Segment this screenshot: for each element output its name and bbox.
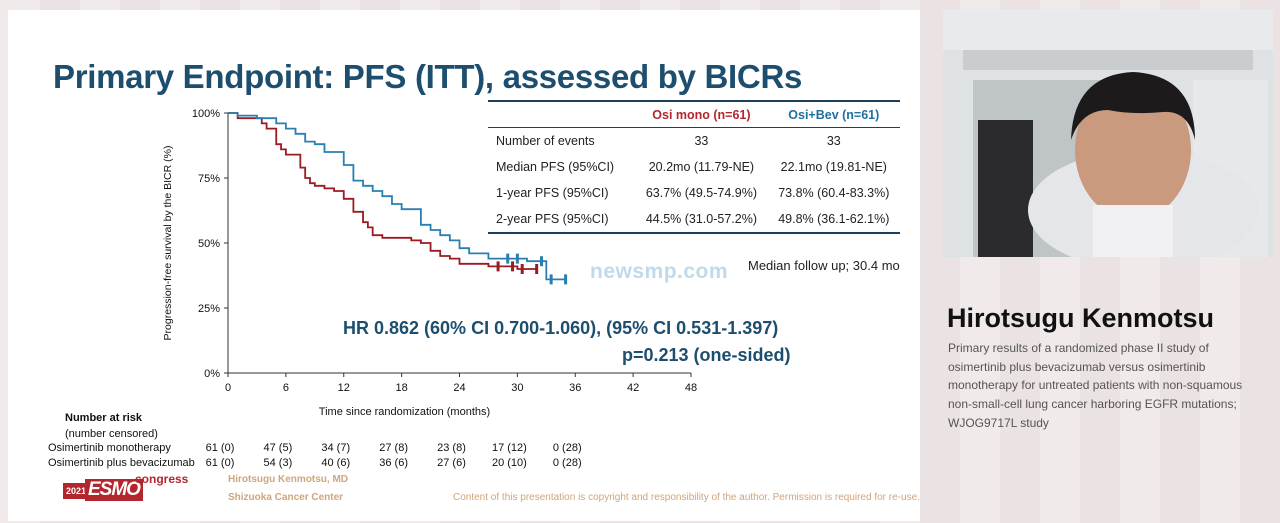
y-tick-label: 25% bbox=[198, 303, 220, 315]
y-tick-label: 75% bbox=[198, 173, 220, 185]
cell-osi-bev: 49.8% (36.1-62.1%) bbox=[767, 206, 900, 234]
risk-table-subtitle: (number censored) bbox=[65, 428, 158, 440]
risk-row-label: Osimertinib monotherapy bbox=[48, 442, 171, 454]
risk-cell: 36 (6) bbox=[379, 457, 408, 469]
risk-cell: 61 (0) bbox=[205, 442, 235, 454]
cell-osi-mono: 20.2mo (11.79-NE) bbox=[648, 159, 755, 174]
speaker-video bbox=[943, 10, 1273, 257]
table-header-empty bbox=[488, 101, 635, 128]
y-tick-label: 50% bbox=[198, 238, 220, 250]
y-tick-label: 0% bbox=[204, 368, 220, 380]
row-label: 1-year PFS (95%CI) bbox=[496, 185, 609, 200]
watermark-text: newsmp.com bbox=[590, 260, 729, 283]
hazard-ratio-text: HR 0.862 (60% CI 0.700-1.060), (95% CI 0… bbox=[343, 318, 779, 338]
risk-cell: 20 (10) bbox=[491, 457, 527, 469]
logo-congress: congress bbox=[135, 472, 189, 486]
risk-table-title: Number at risk bbox=[65, 412, 143, 424]
table-header-row: Osi mono (n=61) Osi+Bev (n=61) bbox=[488, 101, 900, 128]
risk-cell: 23 (8) bbox=[437, 442, 466, 454]
speaker-description: Primary results of a randomized phase II… bbox=[948, 341, 1243, 430]
row-label: 2-year PFS (95%CI) bbox=[488, 206, 636, 234]
presentation-slide: Primary Endpoint: PFS (ITT), assessed by… bbox=[8, 10, 920, 521]
cell-osi-bev: 73.8% (60.4-83.3%) bbox=[778, 185, 890, 200]
risk-cell: 0 (28) bbox=[552, 442, 582, 454]
x-tick-label: 6 bbox=[283, 382, 289, 394]
x-tick-label: 42 bbox=[627, 382, 639, 394]
footer-author: Hirotsugu Kenmotsu, MD bbox=[228, 474, 348, 485]
km-curve-osi-mono bbox=[228, 112, 537, 270]
row-label: Number of events bbox=[496, 133, 595, 148]
cell-osi-bev: 33 bbox=[826, 133, 841, 148]
table-row: 2-year PFS (95%CI) 44.5% (31.0-57.2%) 49… bbox=[488, 206, 900, 234]
speaker-image bbox=[943, 10, 1273, 257]
x-tick-label: 36 bbox=[569, 382, 581, 394]
logo-esmo: ESMO bbox=[85, 479, 143, 501]
slide-title: Primary Endpoint: PFS (ITT), assessed by… bbox=[53, 58, 803, 95]
km-curve-osi-bev bbox=[228, 112, 566, 281]
x-axis-label: Time since randomization (months) bbox=[319, 406, 490, 418]
risk-cell: 61 (0) bbox=[205, 457, 235, 469]
risk-row-label: Osimertinib plus bevacizumab bbox=[48, 457, 195, 469]
risk-cell: 47 (5) bbox=[263, 442, 293, 454]
y-axis-label: Progression-free survival by the BICR (%… bbox=[162, 146, 174, 341]
speaker-name: Hirotsugu Kenmotsu bbox=[947, 303, 1214, 333]
footer-copyright: Content of this presentation is copyrigh… bbox=[453, 492, 920, 503]
pfs-results-table: Osi mono (n=61) Osi+Bev (n=61) Number of… bbox=[488, 100, 900, 234]
median-follow-up: Median follow up; 30.4 mo bbox=[748, 258, 900, 273]
row-label: Median PFS (95%CI) bbox=[496, 159, 615, 174]
esmo-logo: 2021 ESMO congress bbox=[63, 472, 188, 504]
risk-cell: 34 (7) bbox=[321, 442, 351, 454]
y-tick-label: 100% bbox=[192, 108, 220, 120]
risk-cell: 54 (3) bbox=[263, 457, 293, 469]
table-row: 1-year PFS (95%CI) 63.7% (49.5-74.9%) 73… bbox=[488, 180, 900, 206]
table-header-osi-mono: Osi mono (n=61) bbox=[652, 108, 751, 122]
cell-osi-mono: 63.7% (49.5-74.9%) bbox=[645, 185, 757, 200]
cell-osi-mono: 44.5% (31.0-57.2%) bbox=[635, 206, 768, 234]
p-value-text: p=0.213 (one-sided) bbox=[622, 345, 791, 365]
cell-osi-bev: 22.1mo (19.81-NE) bbox=[780, 159, 887, 174]
x-tick-label: 30 bbox=[511, 382, 523, 394]
km-plot: 0 6 12 18 24 30 36 42 48 0% 25% 50% 75% 100% Progressi… bbox=[162, 108, 697, 418]
risk-cell: 0 (28) bbox=[552, 457, 582, 469]
risk-cell: 40 (6) bbox=[321, 457, 351, 469]
risk-cell: 27 (6) bbox=[437, 457, 466, 469]
table-row: Number of events 33 33 bbox=[488, 128, 900, 155]
x-tick-label: 12 bbox=[338, 382, 350, 394]
risk-cell: 27 (8) bbox=[379, 442, 408, 454]
x-tick-label: 24 bbox=[453, 382, 465, 394]
footer-institution: Shizuoka Cancer Center bbox=[228, 492, 344, 503]
x-tick-label: 0 bbox=[225, 382, 231, 394]
risk-cell: 17 (12) bbox=[491, 442, 527, 454]
cell-osi-mono: 33 bbox=[694, 133, 709, 148]
table-header-osi-bev: Osi+Bev (n=61) bbox=[788, 108, 880, 122]
x-tick-label: 48 bbox=[685, 382, 697, 394]
x-tick-label: 18 bbox=[396, 382, 408, 394]
table-row: Median PFS (95%CI) 20.2mo (11.79-NE) 22.… bbox=[488, 154, 900, 180]
logo-year: 2021 bbox=[63, 483, 90, 499]
